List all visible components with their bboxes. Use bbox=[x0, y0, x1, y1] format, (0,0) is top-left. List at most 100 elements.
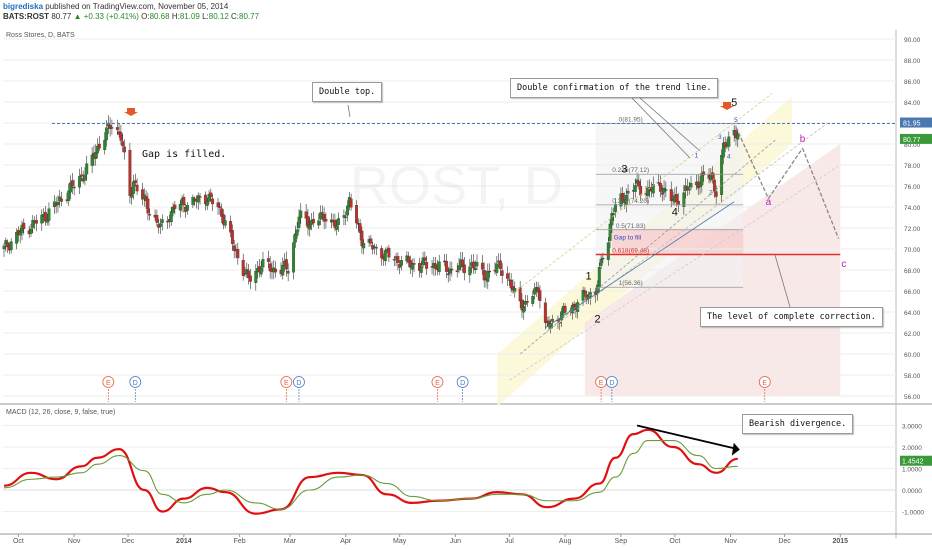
candle-body bbox=[563, 306, 567, 313]
candle bbox=[47, 202, 51, 226]
event-circle bbox=[605, 376, 618, 388]
top-arrow-2 bbox=[720, 102, 734, 110]
subwave-5-label: 5 bbox=[734, 117, 738, 124]
candle-body bbox=[396, 256, 400, 263]
open-label: O: bbox=[141, 12, 150, 21]
gap-to-fill-zone bbox=[611, 229, 744, 255]
candle-body bbox=[531, 296, 535, 304]
confirmation-pointer-b bbox=[639, 97, 701, 152]
wave-1-label: 1 bbox=[585, 270, 591, 282]
candle-body bbox=[324, 219, 328, 222]
candle-body bbox=[320, 212, 324, 214]
correction-pointer bbox=[774, 254, 791, 308]
candle bbox=[462, 256, 466, 281]
candle bbox=[295, 221, 299, 239]
candle-body bbox=[97, 143, 101, 149]
event-circle bbox=[129, 376, 142, 388]
candle-body bbox=[533, 288, 537, 295]
candle-body bbox=[185, 205, 189, 211]
candle-body bbox=[410, 263, 414, 270]
candle-body bbox=[335, 225, 339, 230]
candle bbox=[335, 219, 339, 236]
candle-body bbox=[450, 268, 454, 271]
candle bbox=[34, 214, 38, 232]
candle bbox=[223, 215, 227, 229]
price-tick-label: 90.00 bbox=[904, 37, 921, 44]
candle-body bbox=[387, 247, 391, 258]
candle-body bbox=[220, 208, 224, 217]
macd-value-text: 1.4542 bbox=[902, 459, 924, 466]
candle-body bbox=[306, 216, 310, 228]
candle-body bbox=[43, 211, 47, 222]
candle-body bbox=[538, 290, 542, 301]
candle bbox=[687, 181, 691, 195]
author-link[interactable]: bigrediska bbox=[3, 2, 44, 11]
candle bbox=[349, 193, 353, 211]
price-tick-label: 64.00 bbox=[904, 310, 921, 317]
candle-body bbox=[85, 163, 89, 175]
candle-body bbox=[711, 172, 715, 179]
candle bbox=[115, 119, 119, 136]
candle-body bbox=[349, 198, 353, 208]
candle bbox=[500, 263, 504, 284]
candle-body bbox=[419, 266, 423, 273]
candle-body bbox=[473, 267, 477, 271]
candle bbox=[70, 173, 74, 194]
candle bbox=[488, 263, 492, 278]
price-tick-label: 72.00 bbox=[904, 226, 921, 233]
candle-body bbox=[56, 201, 60, 205]
candle-body bbox=[664, 189, 668, 191]
fib-label: 0(81.95) bbox=[619, 117, 643, 124]
candle bbox=[457, 257, 461, 274]
candle bbox=[524, 294, 528, 312]
candle bbox=[455, 263, 459, 278]
candle bbox=[322, 207, 326, 230]
candle-body bbox=[221, 214, 225, 225]
high-label: H: bbox=[171, 12, 180, 21]
candle-body bbox=[281, 265, 285, 276]
price-tick-label: 86.00 bbox=[904, 79, 921, 86]
candle-body bbox=[178, 203, 182, 211]
candle-body bbox=[9, 241, 13, 250]
forecast-segment bbox=[801, 147, 840, 239]
bearish-divergence-callout: Bearish divergence. bbox=[742, 414, 854, 434]
candle bbox=[121, 134, 125, 153]
candle-body bbox=[572, 303, 576, 307]
candle bbox=[410, 258, 414, 277]
candle-body bbox=[676, 200, 680, 206]
price-tick-label: 76.00 bbox=[904, 184, 921, 191]
candle bbox=[22, 218, 26, 235]
candle-body bbox=[182, 197, 186, 206]
wave-2-label: 2 bbox=[594, 314, 600, 326]
candle-body bbox=[78, 176, 81, 188]
candle-body bbox=[398, 264, 402, 268]
divergence-arrowhead bbox=[731, 442, 740, 456]
candle-body bbox=[295, 229, 299, 236]
candle-body bbox=[434, 263, 438, 269]
candle bbox=[712, 173, 716, 198]
candle bbox=[606, 237, 610, 266]
candle bbox=[304, 204, 308, 226]
price-tick-label: 60.00 bbox=[904, 352, 921, 359]
candle-body bbox=[646, 187, 650, 196]
price-tick-label: 58.00 bbox=[904, 373, 921, 380]
candle bbox=[608, 218, 612, 249]
price-tick-label: 68.00 bbox=[904, 268, 921, 275]
candle bbox=[664, 181, 668, 198]
candle-body bbox=[520, 299, 524, 311]
macd-panel-label: MACD (12, 26, close, 9, false, true) bbox=[6, 409, 116, 416]
candle bbox=[171, 202, 175, 217]
candle-body bbox=[34, 219, 38, 224]
candle-body bbox=[141, 189, 144, 200]
subwave-4-label: 4 bbox=[727, 154, 731, 161]
candle-body bbox=[67, 190, 71, 201]
candle bbox=[6, 239, 10, 253]
low-label: L: bbox=[202, 12, 209, 21]
candle bbox=[191, 194, 195, 208]
candle bbox=[281, 257, 285, 280]
candle-body bbox=[358, 223, 362, 233]
candle-body bbox=[284, 259, 288, 270]
candle-body bbox=[468, 266, 472, 276]
candle bbox=[43, 206, 47, 226]
